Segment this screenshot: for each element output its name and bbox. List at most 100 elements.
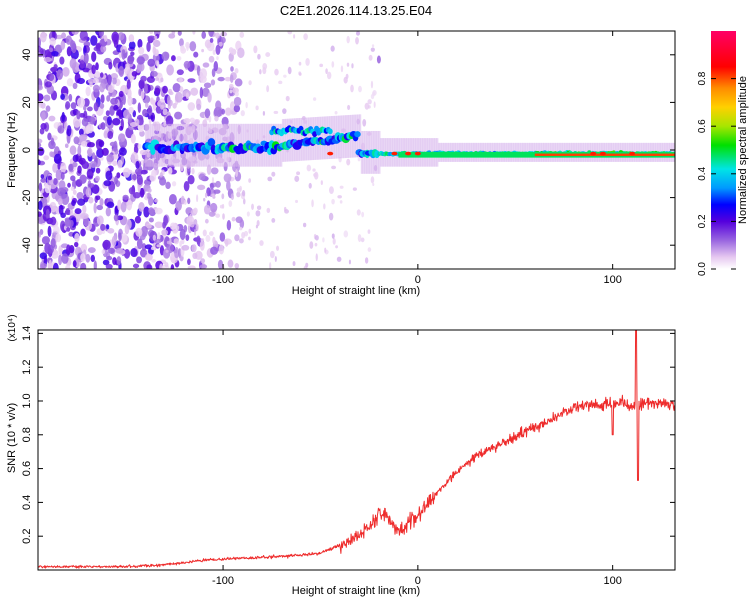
heatmap-cell — [248, 80, 252, 86]
heatmap-cell — [139, 187, 145, 198]
heatmap-cell — [331, 61, 335, 68]
heatmap-cell — [228, 47, 234, 54]
heatmap-cell — [99, 82, 105, 93]
heatmap-cell — [355, 36, 359, 45]
heatmap-cell — [152, 46, 157, 55]
heatmap-cell — [40, 123, 47, 130]
heatmap-cell — [80, 253, 86, 262]
heatmap-cell — [165, 181, 171, 190]
heatmap-cell — [205, 234, 211, 242]
heatmap-cell — [175, 200, 182, 211]
heatmap-cell — [115, 247, 124, 254]
heatmap-cell — [128, 34, 135, 43]
heatmap-cell — [228, 83, 234, 89]
heatmap-cell — [66, 227, 71, 232]
spectrogram-panel: -100 0 100 -40 -20 0 20 40 Height of straight … — [6, 30, 676, 297]
heatmap-cell — [112, 160, 118, 166]
heatmap-cell — [106, 255, 113, 261]
heatmap-cell — [325, 68, 328, 75]
heatmap-cell — [87, 142, 95, 148]
heatmap-cell — [90, 35, 98, 46]
heatmap-cell — [176, 55, 182, 61]
heatmap-cell — [69, 145, 77, 156]
heatmap-cell — [168, 91, 174, 96]
heatmap-cell — [136, 174, 143, 186]
heatmap-cell — [314, 242, 318, 247]
heatmap-cell — [92, 84, 100, 93]
heatmap-cell — [100, 94, 105, 104]
heatmap-cell — [241, 190, 246, 197]
heatmap-cell — [48, 259, 53, 269]
heatmap-cell — [183, 118, 191, 124]
heatmap-cell — [180, 47, 187, 54]
heatmap-cell — [223, 173, 232, 183]
heatmap-cell — [219, 204, 224, 209]
heatmap-cell — [203, 204, 211, 215]
heatmap-cell — [65, 35, 72, 45]
heatmap-cell — [215, 213, 221, 218]
heatmap-cell — [355, 31, 361, 36]
heatmap-cell — [256, 220, 260, 227]
y-tick-label: 0.6 — [21, 461, 33, 476]
y-tick-label: 0 — [21, 147, 33, 153]
heatmap-cell — [259, 69, 262, 75]
heatmap-cell — [187, 258, 191, 266]
heatmap-cell — [113, 104, 119, 111]
heatmap-cell — [348, 259, 351, 265]
heatmap-cell — [368, 54, 373, 61]
heatmap-cell — [234, 262, 240, 269]
heatmap-cell — [172, 102, 177, 109]
heatmap-cell — [137, 143, 142, 150]
heatmap-cell — [213, 106, 222, 118]
heatmap-cell — [47, 175, 53, 181]
heatmap-cell — [271, 218, 276, 223]
heatmap-cell — [121, 49, 126, 60]
heatmap-cell — [161, 51, 170, 61]
heatmap-cell — [71, 199, 76, 207]
x-tick-label: 0 — [415, 274, 421, 286]
heatmap-cell — [201, 48, 205, 53]
x-tick-label: 0 — [415, 575, 421, 587]
heatmap-cell — [171, 55, 176, 62]
heatmap-cell — [135, 160, 140, 169]
heatmap-cell — [235, 169, 239, 177]
heatmap-cell — [211, 68, 216, 78]
heatmap-cell — [358, 85, 362, 93]
heatmap-cell — [88, 196, 94, 204]
heatmap-cell — [215, 32, 220, 39]
heatmap-cell — [38, 236, 41, 244]
heatmap-cell — [331, 233, 335, 239]
heatmap-cell — [262, 63, 268, 70]
heatmap-cell — [191, 167, 195, 175]
heatmap-cell — [138, 79, 145, 90]
y-tick-label: 0.2 — [21, 529, 33, 544]
heatmap-cell — [174, 111, 183, 120]
heatmap-cell — [186, 43, 189, 52]
heatmap-cell — [140, 75, 147, 82]
heatmap-cell — [151, 258, 157, 263]
heatmap-cell — [299, 117, 302, 161]
heatmap-cell — [137, 123, 144, 133]
heatmap-cell — [152, 234, 156, 241]
heatmap-cell — [320, 180, 323, 185]
heatmap-cell — [370, 47, 375, 52]
heatmap-cell — [256, 205, 262, 211]
heatmap-cell — [204, 108, 211, 119]
heatmap-cell — [312, 168, 316, 172]
heatmap-cell — [285, 118, 288, 162]
heatmap-cell — [233, 96, 242, 107]
heatmap-hotspot — [590, 151, 597, 156]
heatmap-cell — [138, 46, 145, 55]
heatmap-cell — [85, 187, 92, 198]
heatmap-cell — [248, 228, 252, 234]
heatmap-cell — [243, 198, 246, 205]
heatmap-cell — [204, 39, 212, 49]
heatmap-cell — [76, 97, 86, 108]
heatmap-cell — [107, 247, 115, 254]
heatmap-cell — [66, 133, 71, 144]
heatmap-cell — [172, 83, 181, 93]
heatmap-cell — [284, 209, 289, 214]
heatmap-cell — [52, 31, 56, 39]
heatmap-cell — [134, 215, 142, 224]
heatmap-cell — [131, 71, 138, 77]
